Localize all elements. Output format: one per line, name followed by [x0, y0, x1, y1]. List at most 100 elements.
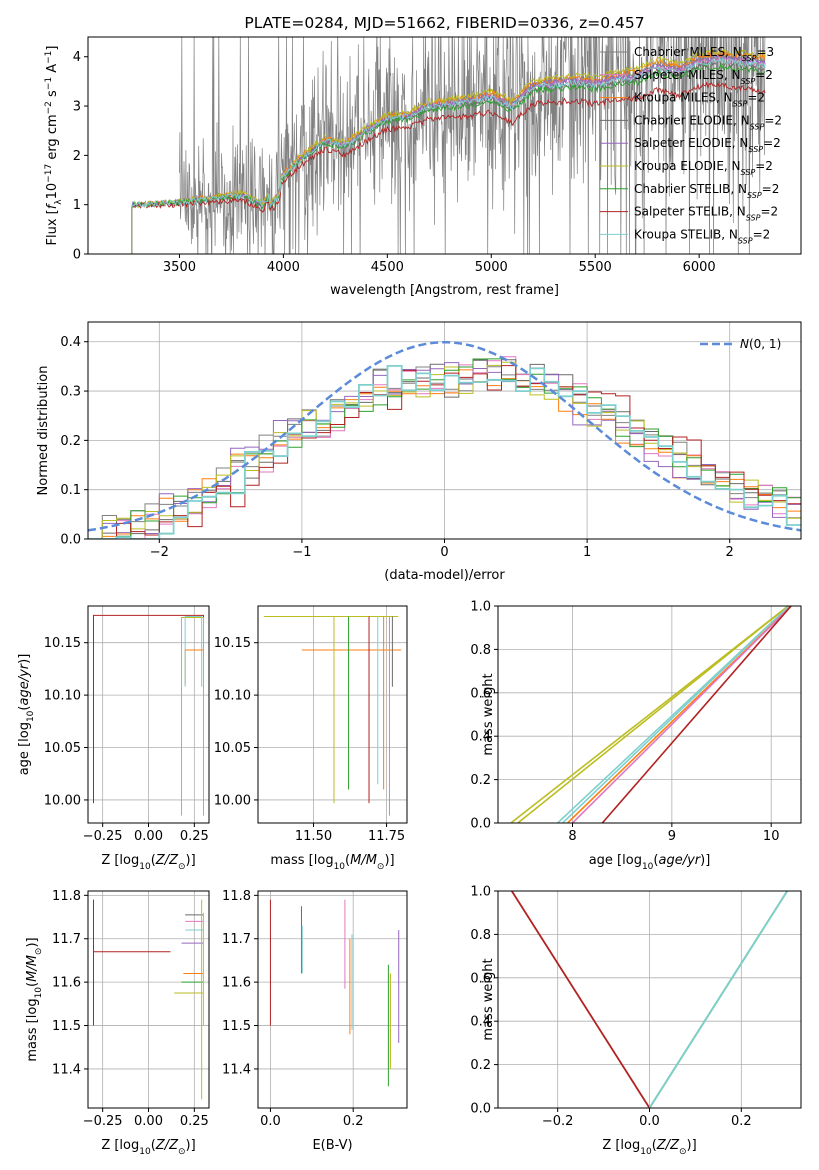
- y-tick-label: 0.2: [470, 773, 491, 788]
- x-axis-label: (data-model)/error: [384, 568, 505, 583]
- label-part: ]: [45, 46, 60, 51]
- legend-text: Kroupa MILES, N: [634, 91, 733, 105]
- axes-frame: [87, 36, 802, 255]
- label-part: Z [log: [101, 1138, 139, 1153]
- label-part: Z [log: [602, 1138, 640, 1153]
- label-part: −2: [44, 101, 54, 114]
- legend-entry: Salpeter STELIB, NSSP=2: [634, 205, 778, 223]
- x-tick-label: 11.75: [368, 829, 405, 844]
- panel-cumulative-Z: −0.2 0.0 0.2 0.0 0.2 0.4 0.6 0.8 1.0: [470, 885, 802, 1129]
- axes-frame: [497, 605, 802, 824]
- label-part: −1: [44, 51, 54, 64]
- label-part: (: [652, 1138, 657, 1153]
- x-axis-label: wavelength [Angstrom, rest frame]: [330, 283, 559, 298]
- label-part: 10: [26, 710, 36, 722]
- cumulative-z-line-2: [648, 891, 788, 1108]
- label-part: 10: [139, 862, 151, 872]
- panel-residual-histogram: −2 −1 0 1 2 0.0 0.1 0.2 0.3 0.4: [60, 321, 802, 560]
- label-part: )]: [25, 937, 40, 947]
- panel-age-vs-mass: 11.50 11.75 10.00 10.05 10.10 10.15: [214, 605, 408, 844]
- y-tick-label: 10.10: [214, 689, 251, 704]
- x-tick-label: 3500: [163, 260, 196, 275]
- panel-mass-vs-ebv: 0.0 0.2 11.4 11.5 11.6 11.7 11.8: [222, 889, 408, 1129]
- label-part: M/M: [350, 853, 377, 868]
- axes-frame: [87, 321, 802, 540]
- legend-text: Chabrier ELODIE, N: [634, 113, 750, 127]
- y-tick-label: 10.00: [44, 793, 81, 808]
- legend-tail: =2: [753, 227, 771, 241]
- label-part: −17: [44, 164, 54, 183]
- label-part: ⊙: [178, 1147, 186, 1157]
- cumulative-age-line-1: [517, 606, 789, 823]
- cumulative-age-line-5: [571, 606, 792, 823]
- x-tick-label: 5000: [475, 260, 508, 275]
- plot-area: [498, 891, 801, 1108]
- legend-text: Chabrier MILES, N: [634, 45, 742, 59]
- histogram-step-7: [88, 365, 801, 539]
- y-tick-label: 10.15: [44, 636, 81, 651]
- label-part: λ: [54, 199, 64, 205]
- label-part: )]: [384, 853, 394, 868]
- y-tick-label: 0.4: [60, 335, 81, 350]
- legend-sub: SSP: [748, 145, 763, 154]
- y-axis-label: mass weight: [481, 958, 496, 1040]
- legend-entry: N(0, 1): [740, 337, 781, 351]
- x-axis-label: Z [log10(Z/Z⊙)]: [101, 853, 195, 872]
- y-tick-label: 0.2: [470, 1058, 491, 1073]
- x-axis-label: Z [log10(Z/Z⊙)]: [101, 1138, 195, 1157]
- plot-area: [131, 37, 766, 254]
- y-tick-label: 11.6: [222, 976, 251, 991]
- x-tick-label: 8: [568, 829, 576, 844]
- x-tick-label: 0.00: [134, 829, 163, 844]
- plot-area: [88, 891, 209, 1108]
- plot-area: [498, 606, 801, 823]
- legend-entry: Salpeter ELODIE, NSSP=2: [634, 136, 781, 154]
- axes-frame: [87, 605, 210, 824]
- histogram-step-8: [88, 365, 801, 539]
- legend-text: Kroupa STELIB, N: [634, 227, 738, 241]
- label-part: 10: [640, 1147, 652, 1157]
- label-part: )]: [186, 1138, 196, 1153]
- legend-tail: =2: [763, 136, 781, 150]
- y-tick-label: 3: [73, 100, 81, 115]
- x-tick-label: 10: [763, 829, 780, 844]
- y-tick-label: 0.8: [470, 643, 491, 658]
- y-tick-label: 10.15: [214, 636, 251, 651]
- y-tick-label: 1.0: [470, 600, 491, 615]
- x-tick-label: 6000: [683, 260, 716, 275]
- legend-entry: Kroupa STELIB, NSSP=2: [634, 227, 770, 245]
- legend-entry: Kroupa ELODIE, NSSP=2: [634, 159, 773, 177]
- legend-sub: SSP: [741, 76, 756, 85]
- model-line-7: [131, 81, 766, 254]
- label-part: (: [25, 982, 40, 987]
- cumulative-age-line-6: [601, 606, 792, 823]
- label-part: −1: [44, 77, 54, 90]
- x-axis-label: Z [log10(Z/Z⊙)]: [602, 1138, 696, 1157]
- y-tick-label: 10.10: [44, 689, 81, 704]
- model-line-5: [131, 47, 766, 254]
- legend-sub: SSP: [738, 236, 753, 245]
- label-part: 10: [334, 862, 346, 872]
- y-axis-label: Normed distribution: [36, 366, 51, 496]
- legend-tail: =2: [747, 91, 765, 105]
- x-tick-label: −0.25: [83, 829, 123, 844]
- legend-sub: SSP: [733, 99, 748, 108]
- chart-title: PLATE=0284, MJD=51662, FIBERID=0336, z=0…: [244, 14, 644, 32]
- x-tick-label: −2: [150, 545, 169, 560]
- y-tick-label: 10.05: [44, 741, 81, 756]
- label-part: )]: [17, 654, 32, 664]
- legend-tail: =2: [755, 68, 773, 82]
- model-line-8: [131, 57, 766, 254]
- label-part: 10: [642, 862, 654, 872]
- x-tick-label: −0.25: [83, 1114, 123, 1129]
- y-tick-label: 0.6: [470, 971, 491, 986]
- label-part: age [log: [589, 853, 642, 868]
- panel-age-vs-Z: −0.25 0.00 0.25 10.00 10.05 10.10 10.15: [44, 605, 210, 844]
- y-tick-label: 11.8: [52, 889, 81, 904]
- axes-frame: [257, 605, 408, 824]
- legend-text: Kroupa ELODIE, N: [634, 159, 741, 173]
- y-tick-label: 0.0: [470, 817, 491, 832]
- x-tick-label: 11.50: [295, 829, 332, 844]
- legend-tail: =2: [755, 159, 773, 173]
- axes-frame: [257, 890, 408, 1109]
